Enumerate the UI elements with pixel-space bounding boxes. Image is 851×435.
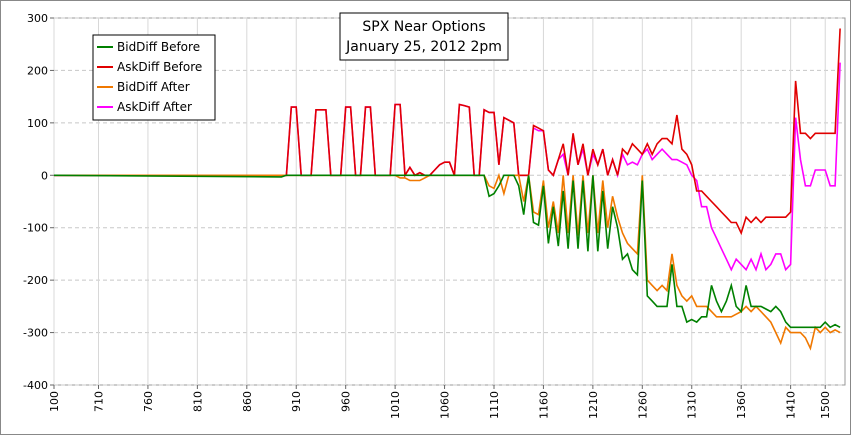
x-tick-label: 960 (340, 391, 353, 412)
x-tick-label: 810 (191, 391, 204, 412)
x-tick-label: 760 (142, 391, 155, 412)
y-tick-label: -100 (23, 222, 48, 235)
x-tick-label: 1500 (819, 391, 832, 419)
legend-label: AskDiff After (117, 100, 192, 114)
title-box (339, 12, 509, 61)
x-tick-label: 910 (290, 391, 303, 412)
x-tick-label: 860 (241, 391, 254, 412)
legend-label: BidDiff After (117, 80, 190, 94)
x-tick-label: 1110 (488, 391, 501, 419)
x-tick-label: 1010 (389, 391, 402, 419)
legend-label: AskDiff Before (117, 60, 202, 74)
y-tick-label: 200 (27, 64, 48, 77)
y-tick-label: 300 (27, 12, 48, 25)
x-tick-label: 1310 (686, 391, 699, 419)
x-tick-label: 1160 (537, 391, 550, 419)
x-tick-label: 1210 (587, 391, 600, 419)
x-tick-label: 1060 (439, 391, 452, 419)
x-tick-label: 1410 (785, 391, 798, 419)
y-tick-label: 0 (41, 169, 48, 182)
x-tick-label: 710 (92, 391, 105, 412)
x-tick-label: 100 (48, 391, 61, 412)
y-tick-label: -300 (23, 327, 48, 340)
chart-title: SPX Near Options (362, 19, 485, 35)
overlay: SPX Near Options January 25, 2012 2pm Bi… (92, 12, 509, 121)
x-tick-label: 1360 (735, 391, 748, 419)
y-tick-label: 100 (27, 117, 48, 130)
lines (53, 28, 841, 351)
y-tick-label: -200 (23, 274, 48, 287)
chart-subtitle: January 25, 2012 2pm (345, 39, 502, 55)
legend-box (92, 34, 216, 121)
y-tick-label: -400 (23, 379, 48, 392)
series-line (54, 28, 841, 236)
legend-label: BidDiff Before (117, 40, 200, 54)
x-tick-label: 1260 (636, 391, 649, 419)
axes: -400 -300 -200 -100 0 100 200 300 100 710 760 810 86… (23, 12, 832, 419)
series-line (53, 174, 841, 329)
